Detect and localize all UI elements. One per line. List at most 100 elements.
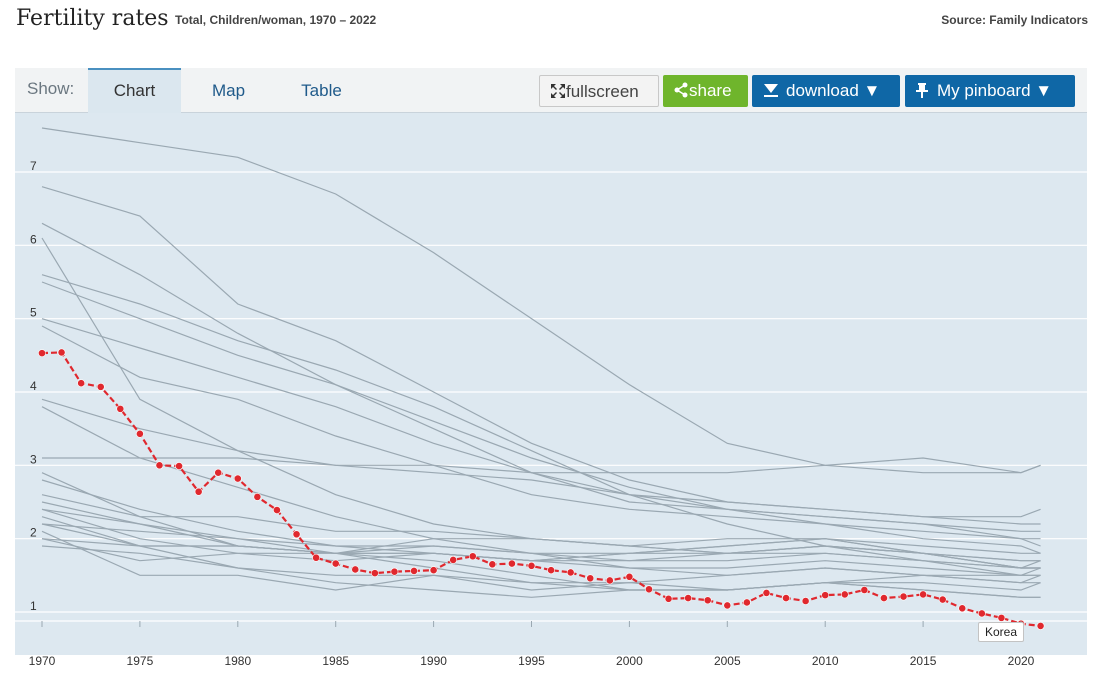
tab-table[interactable]: Table xyxy=(301,81,342,100)
korea-data-point[interactable] xyxy=(233,474,242,483)
korea-data-point[interactable] xyxy=(997,613,1006,622)
tab-chart[interactable]: Chart xyxy=(88,68,181,113)
toolbar: Show: Chart Map Table fullscreen share d… xyxy=(15,68,1087,113)
y-tick-label: 3 xyxy=(30,452,37,466)
korea-data-point[interactable] xyxy=(468,552,477,561)
korea-data-point[interactable] xyxy=(919,590,927,599)
share-button[interactable]: share xyxy=(663,75,748,107)
series-line-background xyxy=(41,237,1041,569)
pinboard-button[interactable]: My pinboard ▼ xyxy=(905,75,1075,107)
korea-data-point[interactable] xyxy=(508,559,516,568)
korea-data-point[interactable] xyxy=(860,586,869,594)
korea-data-point[interactable] xyxy=(312,553,321,562)
korea-data-point[interactable] xyxy=(488,560,497,569)
series-line-korea[interactable] xyxy=(41,351,1041,628)
series-line-background xyxy=(41,523,1041,569)
x-tick-label: 1985 xyxy=(322,654,349,668)
korea-data-point[interactable] xyxy=(586,574,595,583)
download-button[interactable]: download ▼ xyxy=(752,75,900,107)
x-tick-label: 1975 xyxy=(127,654,154,668)
korea-data-point[interactable] xyxy=(782,594,790,602)
korea-data-point[interactable] xyxy=(742,598,751,607)
download-label: download ▼ xyxy=(786,81,881,100)
fullscreen-label: fullscreen xyxy=(566,82,639,101)
korea-data-point[interactable] xyxy=(57,348,66,357)
korea-data-point[interactable] xyxy=(547,566,555,575)
korea-data-point[interactable] xyxy=(723,601,732,610)
korea-data-point[interactable] xyxy=(175,462,183,470)
korea-data-point[interactable] xyxy=(96,382,105,391)
series-line-background xyxy=(41,274,1041,576)
korea-data-point[interactable] xyxy=(684,594,693,602)
korea-data-point[interactable] xyxy=(429,566,438,575)
korea-data-point[interactable] xyxy=(351,565,360,574)
korea-data-point[interactable] xyxy=(605,576,614,585)
fullscreen-icon xyxy=(550,78,566,98)
korea-data-point[interactable] xyxy=(938,595,947,604)
show-label: Show: xyxy=(27,79,75,98)
korea-data-point[interactable] xyxy=(801,597,810,605)
korea-data-point[interactable] xyxy=(840,590,849,599)
korea-data-point[interactable] xyxy=(155,461,164,470)
share-icon xyxy=(673,77,689,98)
y-tick-label: 4 xyxy=(30,379,37,393)
korea-data-point[interactable] xyxy=(566,568,575,577)
korea-data-point[interactable] xyxy=(880,594,888,602)
korea-data-point[interactable] xyxy=(116,404,125,413)
korea-data-point[interactable] xyxy=(194,487,203,496)
korea-data-point[interactable] xyxy=(331,559,340,568)
korea-data-point[interactable] xyxy=(664,594,673,603)
korea-data-point[interactable] xyxy=(273,506,281,514)
korea-data-point[interactable] xyxy=(135,429,144,438)
korea-data-point[interactable] xyxy=(38,349,46,358)
korea-data-point[interactable] xyxy=(762,589,771,597)
korea-data-point[interactable] xyxy=(958,604,967,613)
y-tick-label: 5 xyxy=(30,306,37,320)
korea-data-point[interactable] xyxy=(292,530,301,539)
korea-data-point[interactable] xyxy=(1036,622,1045,630)
series-line-background xyxy=(41,530,1041,591)
korea-data-point[interactable] xyxy=(410,567,418,575)
y-tick-label: 2 xyxy=(30,526,37,540)
x-tick-label: 1970 xyxy=(29,654,56,668)
x-tick-label: 1995 xyxy=(518,654,545,668)
korea-data-point[interactable] xyxy=(253,492,262,501)
series-line-background xyxy=(41,538,1041,562)
korea-data-point[interactable] xyxy=(703,596,712,605)
korea-data-point[interactable] xyxy=(899,592,908,601)
series-line-background xyxy=(41,222,1041,547)
korea-data-point[interactable] xyxy=(370,569,379,578)
x-tick-label: 2000 xyxy=(616,654,643,668)
x-tick-label: 2010 xyxy=(812,654,839,668)
korea-data-point[interactable] xyxy=(625,572,634,581)
page-title: Fertility rates xyxy=(16,6,169,31)
x-tick-label: 1990 xyxy=(420,654,447,668)
korea-data-point[interactable] xyxy=(527,561,536,570)
series-line-background xyxy=(41,479,1041,576)
korea-data-point[interactable] xyxy=(214,468,223,477)
source-label: Source: Family Indicators xyxy=(941,13,1088,27)
series-line-background xyxy=(41,281,1041,532)
x-tick-label: 2005 xyxy=(714,654,741,668)
page-subtitle: Total, Children/woman, 1970 – 2022 xyxy=(175,13,377,27)
x-tick-label: 2015 xyxy=(910,654,937,668)
chart-area xyxy=(15,113,1087,655)
download-icon xyxy=(762,77,780,97)
series-line-background xyxy=(41,494,1041,569)
korea-data-point[interactable] xyxy=(449,556,458,564)
korea-data-point[interactable] xyxy=(390,567,399,576)
korea-data-point[interactable] xyxy=(77,379,86,388)
series-line-background xyxy=(41,398,1041,554)
korea-data-point[interactable] xyxy=(821,591,830,600)
tab-map[interactable]: Map xyxy=(211,81,246,100)
x-tick-label: 2020 xyxy=(1008,654,1035,668)
fullscreen-button[interactable]: fullscreen xyxy=(539,75,659,107)
y-tick-label: 7 xyxy=(30,159,37,173)
korea-data-point[interactable] xyxy=(977,609,986,618)
highlight-tooltip: Korea xyxy=(978,622,1025,642)
korea-data-point[interactable] xyxy=(645,585,653,594)
series-line-background xyxy=(41,545,1041,598)
y-tick-label: 6 xyxy=(30,232,37,246)
